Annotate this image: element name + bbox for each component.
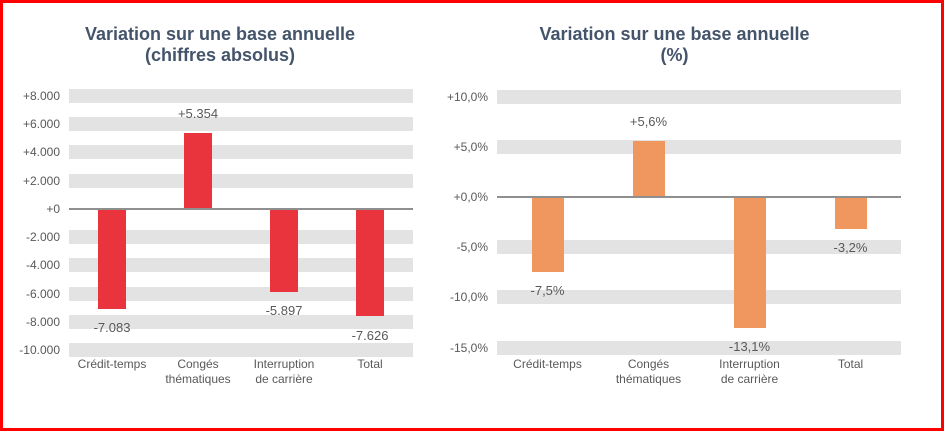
left-category-label-line: Interruption	[253, 357, 315, 371]
left-category-label-interruption-de-carriere: Interruption de carrière	[224, 357, 344, 387]
left-gridline-band	[69, 89, 413, 103]
left-gridline-band	[69, 145, 413, 160]
right-data-label-total: -3,2%	[833, 240, 868, 256]
left-y-tick-label: +2.000	[22, 173, 60, 188]
left-data-label-credit-temps: -7.083	[93, 319, 131, 335]
left-bar-total	[356, 208, 384, 317]
right-y-tick-label: -5,0%	[456, 240, 488, 255]
right-category-label-total: Total	[791, 357, 911, 372]
left-category-label-line: de carrière	[255, 372, 313, 386]
left-category-label-conges-thematiques: Congés thématiques	[138, 357, 258, 387]
right-category-label-line: Total	[837, 357, 864, 371]
left-category-label-line: Congés	[177, 357, 219, 371]
right-bar-interruption-de-carriere	[733, 197, 766, 329]
left-data-label-total: -7.626	[351, 327, 389, 343]
left-y-tick-label: -8.000	[25, 314, 60, 329]
right-category-label-line: thématiques	[615, 372, 682, 386]
left-chart-title-line1: Variation sur une base annuelle	[84, 24, 356, 44]
right-gridline-band	[497, 290, 901, 305]
left-data-label-interruption-de-carriere: -5.897	[265, 303, 303, 319]
right-category-label-line: de carrière	[720, 372, 779, 386]
left-gridline-band	[69, 258, 413, 273]
left-y-tick-label: -10.000	[19, 343, 60, 357]
left-category-label-total: Total	[310, 357, 430, 372]
right-zero-axis-line	[497, 196, 901, 199]
right-data-label-credit-temps: -7,5%	[530, 283, 565, 299]
right-y-tick-label: -15,0%	[449, 340, 488, 355]
left-gridline-band	[69, 230, 413, 245]
left-chart-title-line2: (chiffres absolus)	[144, 45, 296, 65]
left-gridline-band	[69, 343, 413, 357]
right-category-label-conges-thematiques: Congés thématiques	[589, 357, 709, 387]
right-bar-credit-temps	[531, 197, 564, 273]
left-gridline-band	[69, 117, 413, 132]
right-y-tick-label: +10,0%	[446, 90, 488, 104]
right-gridline-band	[497, 240, 901, 255]
left-data-label-conges-thematiques: +5.354	[177, 106, 219, 122]
right-y-tick-label: +0,0%	[453, 190, 488, 205]
right-data-label-conges-thematiques: +5,6%	[629, 114, 668, 130]
right-category-label-interruption-de-carriere: Interruption de carrière	[690, 357, 810, 387]
right-gridline-band	[497, 90, 901, 104]
left-bar-interruption-de-carriere	[270, 208, 298, 293]
left-gridline-band	[69, 173, 413, 188]
left-y-tick-label: +8.000	[22, 89, 60, 103]
left-y-tick-label: +6.000	[22, 117, 60, 132]
right-chart-title: Variation sur une base annuelle (%)	[422, 24, 927, 66]
right-y-tick-label: +5,0%	[453, 140, 488, 155]
right-gridline-band	[497, 340, 901, 355]
right-category-label-line: Crédit-temps	[513, 357, 582, 371]
left-category-label-line: Crédit-temps	[77, 357, 147, 371]
left-y-tick-label: -4.000	[25, 258, 60, 273]
left-chart-title: Variation sur une base annuelle (chiffre…	[8, 24, 432, 66]
left-category-label-credit-temps: Crédit-temps	[52, 357, 172, 372]
left-y-tick-label: -6.000	[25, 286, 60, 301]
right-data-label-interruption-de-carriere: -13,1%	[728, 339, 771, 355]
right-category-label-line: Congés	[627, 357, 670, 371]
left-y-tick-label: +4.000	[22, 145, 60, 160]
left-gridline-band	[69, 314, 413, 329]
left-gridline-band	[69, 286, 413, 301]
right-chart-title-line2: (%)	[660, 45, 689, 65]
right-gridline-band	[497, 140, 901, 155]
left-zero-axis-line	[69, 207, 413, 210]
left-category-label-line: Total	[357, 357, 383, 371]
left-y-tick-label: -2.000	[25, 230, 60, 245]
right-chart-title-line1: Variation sur une base annuelle	[539, 24, 810, 44]
right-category-label-line: Interruption	[719, 357, 780, 371]
left-y-tick-label: +0	[46, 201, 60, 216]
right-bar-total	[834, 197, 867, 230]
right-y-tick-label: -10,0%	[449, 290, 488, 305]
right-bar-conges-thematiques	[632, 141, 665, 198]
right-category-label-credit-temps: Crédit-temps	[488, 357, 608, 372]
left-bar-credit-temps	[98, 208, 126, 309]
left-category-label-line: thématiques	[165, 372, 231, 386]
left-bar-conges-thematiques	[184, 133, 212, 209]
